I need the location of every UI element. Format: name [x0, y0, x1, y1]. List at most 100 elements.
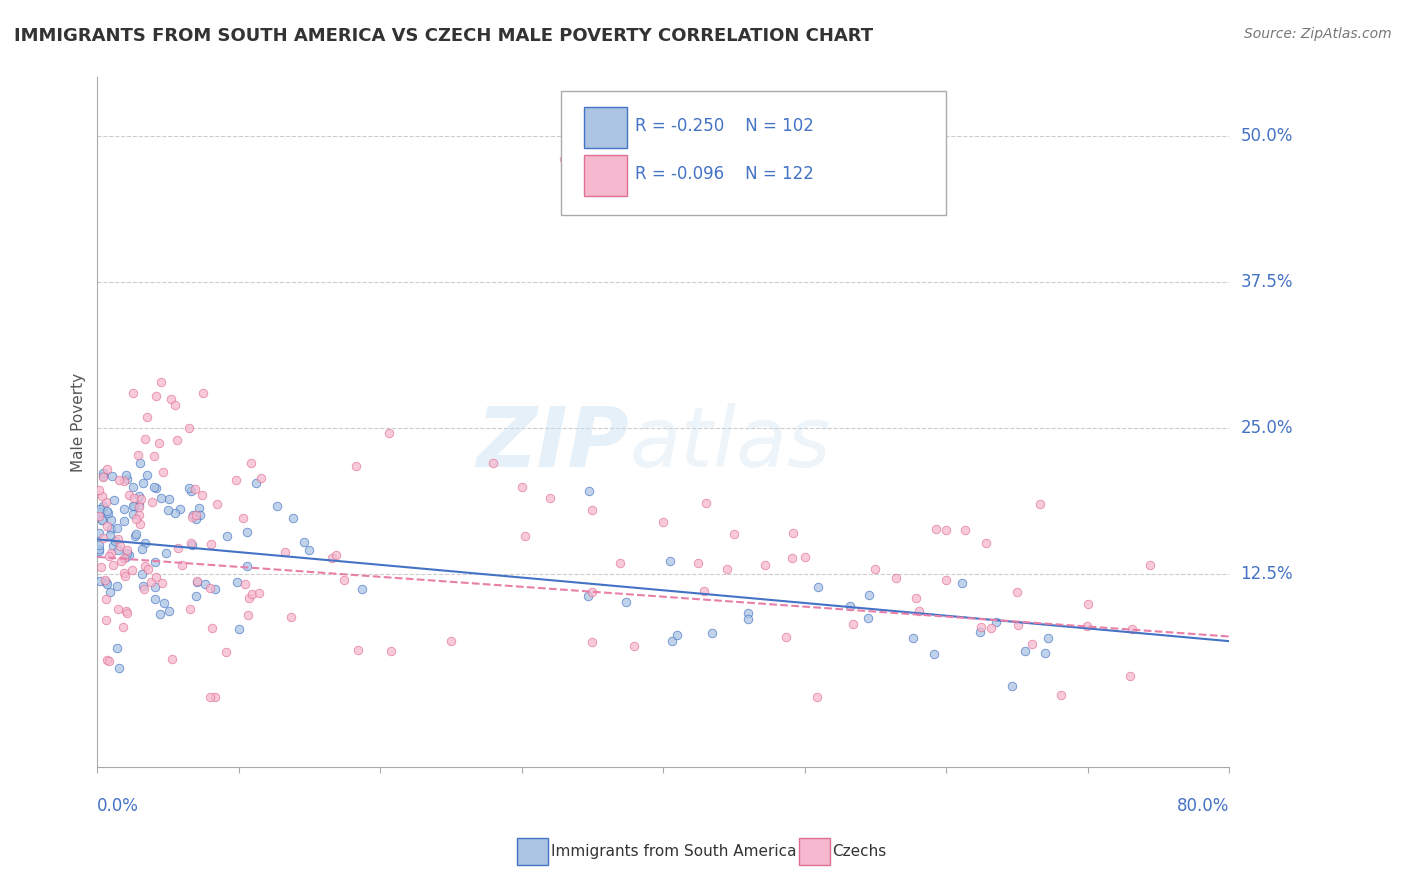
Point: [97, 549, 120, 563]
Text: 80.0%: 80.0%: [1177, 797, 1229, 814]
Point: [347, 642, 370, 657]
Text: IMMIGRANTS FROM SOUTH AMERICA VS CZECH MALE POVERTY CORRELATION CHART: IMMIGRANTS FROM SOUTH AMERICA VS CZECH M…: [14, 27, 873, 45]
Point: [775, 630, 797, 644]
Point: [652, 515, 675, 529]
Point: [191, 488, 214, 502]
Point: [754, 558, 776, 573]
Point: [970, 620, 993, 634]
Point: [160, 392, 183, 406]
Point: [94, 613, 117, 627]
Point: [700, 626, 723, 640]
Point: [204, 690, 226, 705]
Point: [321, 551, 343, 566]
Text: 37.5%: 37.5%: [1240, 273, 1294, 291]
Point: [129, 516, 152, 531]
Point: [737, 606, 759, 620]
Point: [177, 481, 200, 495]
Point: [186, 574, 208, 589]
Point: [623, 639, 645, 653]
Point: [247, 586, 270, 600]
Point: [935, 523, 957, 537]
Point: [188, 508, 211, 523]
Point: [157, 604, 180, 618]
Point: [157, 491, 180, 506]
Point: [128, 456, 150, 470]
Point: [145, 592, 167, 607]
Point: [87, 538, 110, 552]
Point: [166, 434, 188, 448]
Point: [513, 528, 536, 542]
Point: [96, 653, 118, 667]
Point: [114, 605, 136, 619]
Point: [780, 551, 803, 566]
Point: [884, 571, 907, 585]
Point: [188, 500, 211, 515]
Point: [239, 456, 262, 470]
Point: [122, 499, 145, 513]
Point: [236, 608, 259, 623]
Point: [96, 504, 118, 518]
Point: [924, 648, 946, 662]
Point: [91, 469, 114, 483]
Point: [118, 487, 141, 501]
Point: [112, 514, 135, 528]
Point: [93, 531, 115, 545]
Point: [96, 462, 118, 476]
Point: [245, 476, 267, 491]
Point: [980, 621, 1002, 635]
Point: [107, 543, 129, 558]
Point: [350, 582, 373, 596]
Point: [132, 476, 155, 491]
Point: [134, 558, 156, 573]
Point: [179, 421, 201, 435]
Point: [90, 513, 112, 527]
Point: [111, 619, 134, 633]
Point: [105, 641, 128, 656]
Point: [1036, 631, 1059, 645]
Point: [150, 375, 173, 389]
Point: [181, 509, 204, 524]
Point: [87, 483, 110, 497]
Point: [609, 556, 631, 570]
Point: [97, 506, 120, 520]
Point: [128, 500, 150, 515]
Point: [94, 575, 117, 590]
Point: [969, 624, 991, 639]
Point: [1121, 622, 1143, 636]
Point: [121, 386, 143, 401]
Point: [122, 500, 145, 514]
Point: [281, 511, 304, 525]
Point: [325, 548, 347, 562]
Point: [186, 508, 208, 523]
Point: [155, 546, 177, 560]
Point: [128, 499, 150, 513]
Text: Czechs: Czechs: [832, 845, 887, 859]
Point: [89, 544, 111, 558]
Point: [232, 511, 254, 525]
Point: [193, 386, 215, 401]
Point: [723, 526, 745, 541]
Point: [108, 540, 131, 554]
Point: [180, 535, 202, 549]
Point: [172, 558, 194, 572]
Point: [96, 495, 118, 509]
Point: [89, 505, 111, 519]
Point: [716, 562, 738, 576]
Point: [122, 491, 145, 506]
Point: [132, 582, 155, 596]
Point: [236, 524, 259, 539]
Point: [157, 503, 180, 517]
Point: [984, 615, 1007, 629]
Point: [1139, 558, 1161, 572]
Point: [695, 496, 717, 510]
Point: [839, 599, 862, 613]
Point: [181, 538, 204, 552]
Point: [117, 543, 139, 558]
Point: [378, 426, 401, 441]
Point: [112, 566, 135, 580]
Point: [1077, 597, 1099, 611]
Point: [1001, 679, 1024, 693]
Point: [94, 573, 117, 587]
Point: [186, 589, 208, 603]
Point: [90, 489, 112, 503]
